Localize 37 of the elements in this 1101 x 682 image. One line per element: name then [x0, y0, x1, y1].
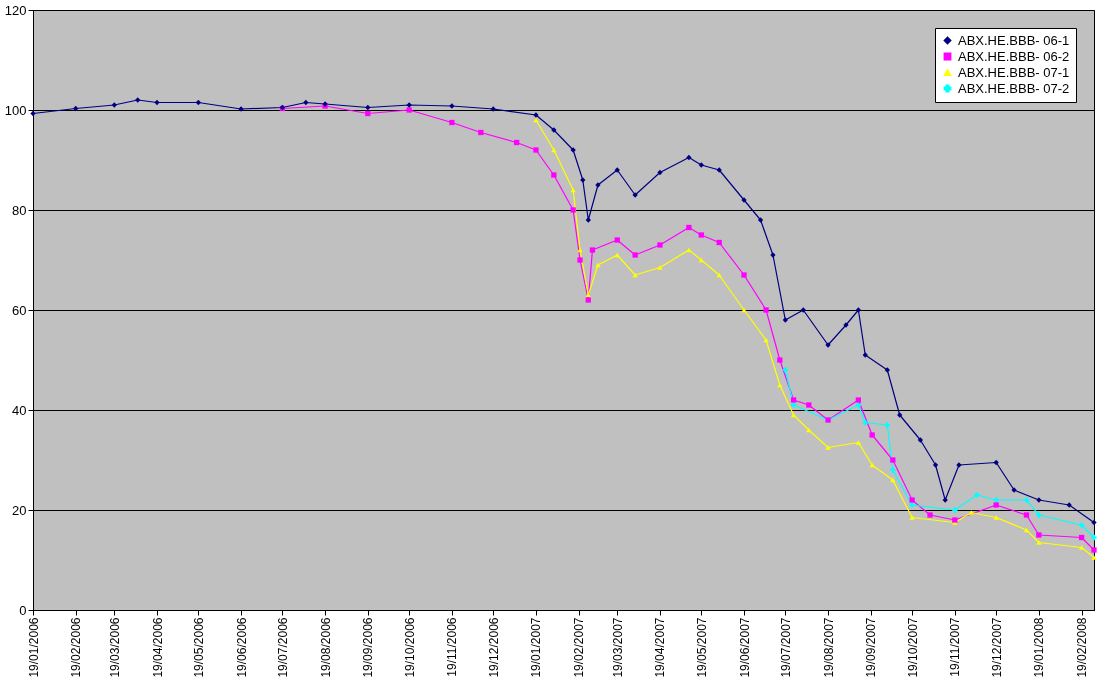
x-tick-label: 19/05/2007	[694, 617, 709, 678]
x-tick-label: 19/02/2007	[572, 617, 587, 678]
legend-label: ABX.HE.BBB- 06-1	[958, 32, 1070, 48]
y-tick-label: 100	[4, 102, 27, 118]
x-tick-label: 19/09/2007	[864, 617, 879, 678]
x-tick-label: 19/02/2008	[1075, 617, 1090, 678]
x-tick-label: 19/12/2007	[989, 617, 1004, 678]
x-tick-label: 19/05/2006	[191, 617, 206, 678]
y-tick-label: 0	[19, 602, 27, 618]
y-tick-label: 40	[12, 402, 27, 418]
legend-label: ABX.HE.BBB- 07-1	[958, 64, 1070, 80]
x-tick-label: 19/09/2006	[361, 617, 376, 678]
x-tick-label: 19/04/2007	[653, 617, 668, 678]
x-tick-label: 19/10/2007	[905, 617, 920, 678]
x-tick-label: 19/02/2006	[69, 617, 84, 678]
legend-label: ABX.HE.BBB- 06-2	[958, 48, 1070, 64]
x-tick-label: 19/03/2006	[107, 617, 122, 678]
y-tick-label: 60	[12, 302, 27, 318]
x-tick-label: 19/06/2006	[234, 617, 249, 678]
x-tick-label: 19/07/2007	[778, 617, 793, 678]
x-tick-label: 19/11/2006	[445, 617, 460, 677]
x-tick-label: 19/03/2007	[610, 617, 625, 678]
x-tick-label: 19/11/2007	[948, 617, 963, 677]
x-tick-label: 19/01/2006	[26, 617, 41, 678]
x-tick-label: 19/06/2007	[737, 617, 752, 678]
y-tick-label: 80	[12, 202, 27, 218]
legend-label: ABX.HE.BBB- 07-2	[958, 80, 1070, 96]
x-tick-label: 19/08/2007	[821, 617, 836, 678]
x-tick-label: 19/08/2006	[318, 617, 333, 678]
x-tick-label: 19/10/2006	[402, 617, 417, 678]
x-tick-label: 19/04/2006	[150, 617, 165, 678]
y-tick-label: 120	[4, 2, 27, 18]
x-tick-label: 19/01/2008	[1032, 617, 1047, 678]
x-tick-label: 19/01/2007	[529, 617, 544, 678]
x-tick-label: 19/12/2006	[486, 617, 501, 678]
y-tick-label: 20	[12, 502, 27, 518]
x-tick-label: 19/07/2006	[275, 617, 290, 678]
